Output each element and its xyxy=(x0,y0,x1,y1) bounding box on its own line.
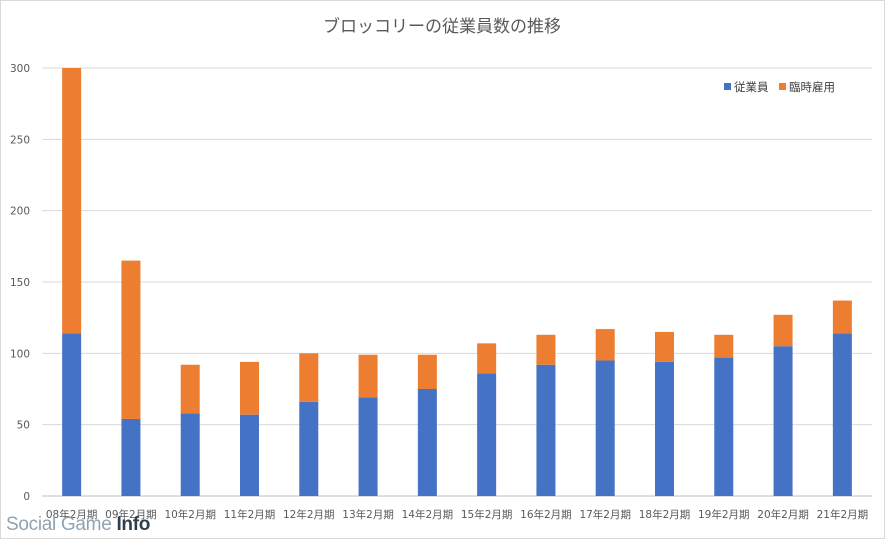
bar-segment-employees xyxy=(595,360,615,496)
y-tick-label: 100 xyxy=(10,348,30,360)
x-tick-label: 16年2月期 xyxy=(520,508,572,521)
x-tick-label: 12年2月期 xyxy=(283,508,335,521)
y-tick-label: 50 xyxy=(17,420,30,432)
legend-swatch xyxy=(779,83,786,90)
watermark-logo: Social Game Info xyxy=(6,513,150,537)
bar-segment-employees xyxy=(299,401,319,496)
x-tick-label: 10年2月期 xyxy=(164,508,216,521)
bar-segment-temporary xyxy=(832,300,852,334)
bar-segment-employees xyxy=(62,333,82,496)
bar-segment-temporary xyxy=(536,334,556,365)
legend-label: 臨時雇用 xyxy=(789,80,835,94)
bar-segment-employees xyxy=(240,414,259,496)
bar-segment-temporary xyxy=(121,260,141,419)
x-tick-label: 11年2月期 xyxy=(224,508,276,521)
bar-segment-employees xyxy=(417,389,437,496)
x-tick-label: 13年2月期 xyxy=(342,508,394,521)
bar-segment-employees xyxy=(714,357,734,496)
x-tick-label: 08年2月期 xyxy=(46,508,98,521)
bar-segment-temporary xyxy=(477,343,497,374)
bar-segment-temporary xyxy=(655,331,674,362)
bar-segment-employees xyxy=(655,361,674,496)
chart-title: ブロッコリーの従業員数の推移 xyxy=(323,16,561,37)
x-tick-label: 18年2月期 xyxy=(639,508,691,521)
bar-segment-employees xyxy=(773,346,793,496)
bar-segment-temporary xyxy=(180,364,200,414)
x-tick-label: 09年2月期 xyxy=(105,508,157,521)
x-tick-label: 15年2月期 xyxy=(461,508,513,521)
y-tick-label: 150 xyxy=(10,277,30,289)
legend-label: 従業員 xyxy=(734,80,769,94)
bar-segment-temporary xyxy=(595,329,615,361)
bar-segment-temporary xyxy=(62,68,82,334)
bar-segment-employees xyxy=(358,397,378,496)
bar-segment-temporary xyxy=(358,354,378,398)
legend-swatch xyxy=(724,83,731,90)
y-tick-label: 0 xyxy=(23,491,30,503)
x-axis: 08年2月期 09年2月期 10年2月期 11年2月期 12年2月期 13年2月期 14年2… xyxy=(46,508,868,521)
y-tick-label: 300 xyxy=(10,63,30,75)
bar-segment-employees xyxy=(536,364,556,496)
bar-segment-employees xyxy=(121,418,141,496)
x-tick-label: 19年2月期 xyxy=(698,508,750,521)
bar-segment-temporary xyxy=(714,334,734,358)
watermark-part2: Info xyxy=(116,514,151,535)
bar-segment-employees xyxy=(180,413,200,496)
bar-segment-temporary xyxy=(773,314,793,347)
x-tick-label: 20年2月期 xyxy=(757,508,809,521)
x-tick-label: 17年2月期 xyxy=(579,508,631,521)
bar-segment-temporary xyxy=(417,354,437,389)
y-tick-label: 250 xyxy=(10,134,30,146)
y-tick-label: 200 xyxy=(10,206,30,218)
bars xyxy=(62,68,852,496)
y-axis: 0 50 100 150 200 250 300 xyxy=(10,63,30,503)
gridlines xyxy=(42,67,872,497)
x-tick-label: 14年2月期 xyxy=(402,508,454,521)
bar-segment-temporary xyxy=(299,353,319,402)
bar-segment-employees xyxy=(477,373,497,496)
bar-segment-temporary xyxy=(240,361,259,415)
x-tick-label: 21年2月期 xyxy=(817,508,869,521)
legend: 従業員 臨時雇用 xyxy=(724,80,835,94)
watermark-part1: Social Game xyxy=(6,514,117,535)
bar-segment-employees xyxy=(832,333,852,496)
